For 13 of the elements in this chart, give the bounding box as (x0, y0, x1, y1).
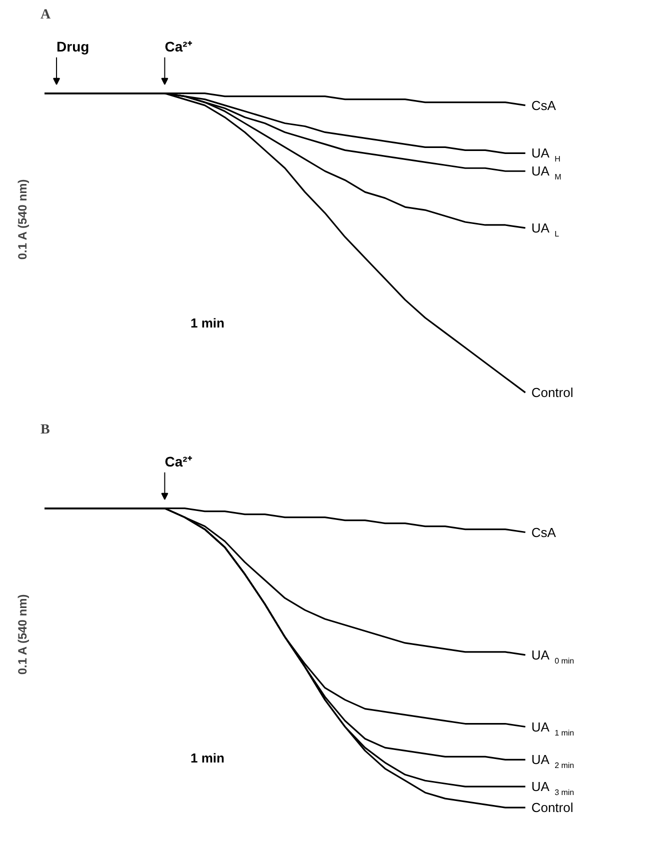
series-label: CsA (531, 524, 556, 540)
y-axis-title: 0.1 A (540 nm) (16, 179, 30, 260)
text: Ca²⁺ (164, 453, 192, 470)
series-label: CsA (531, 98, 556, 113)
series-label: Control (531, 800, 574, 816)
text: Drug (56, 38, 90, 54)
chart-title: B (40, 422, 50, 438)
y-axis-title: 0.1 A (540 nm) (16, 594, 30, 675)
series-label: Control (531, 385, 574, 400)
text: Ca²⁺ (164, 38, 192, 54)
annotation: 1 min (190, 316, 225, 330)
chart-title: A (40, 8, 52, 22)
annotation: 1 min (190, 750, 225, 766)
